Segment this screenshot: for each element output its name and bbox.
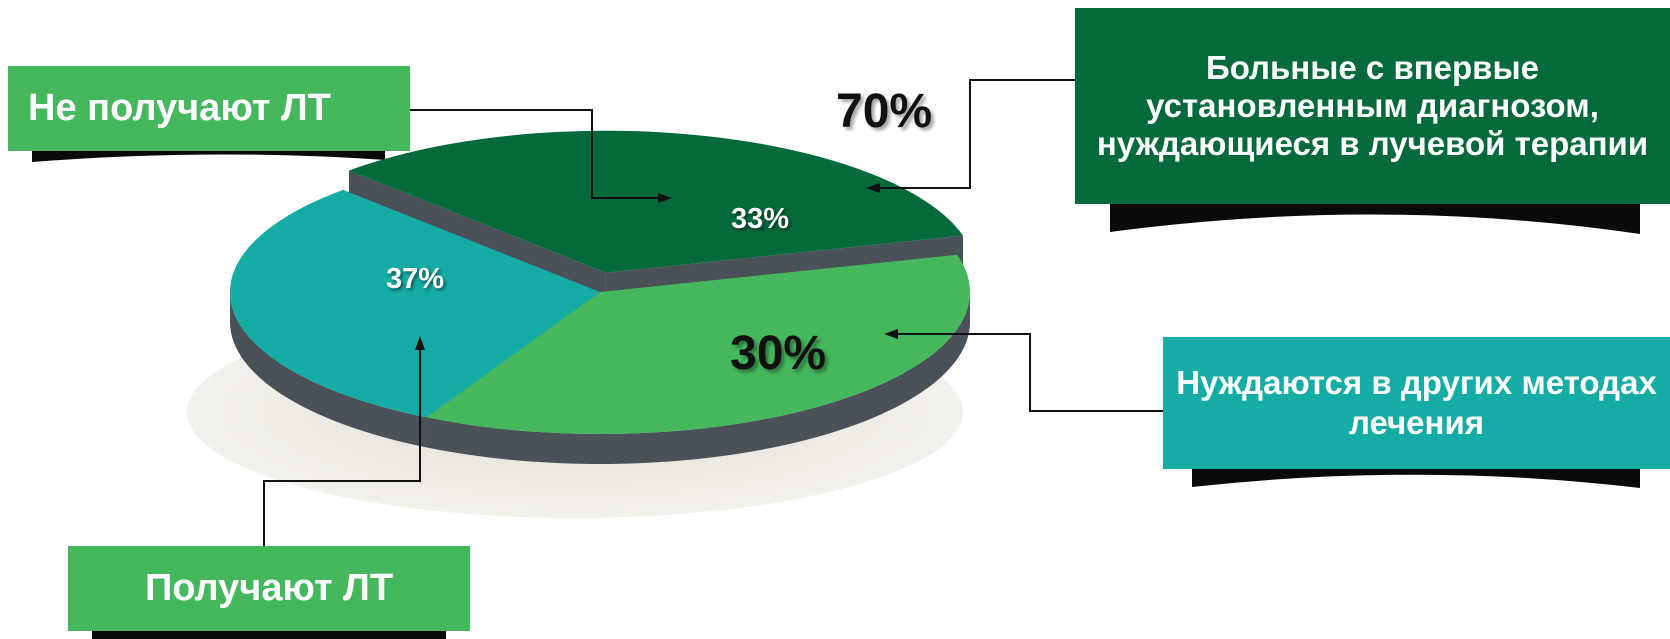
leader-line-new [866,79,1075,193]
slice-top-0 [348,130,964,273]
slice-top-1 [426,254,970,435]
callout-shadow-new [1110,200,1640,234]
leader-line-rt [263,336,425,546]
callout-shadow-other [1192,466,1640,488]
group-total-70: 70% [836,85,933,138]
callout-newly-diagnosed: Больные с впервые установленным диагнозо… [1075,8,1670,204]
slice-label-no-rt: 33% [731,203,790,235]
callout-rt: Получают ЛТ [68,546,470,631]
leader-line-other [884,329,1163,412]
callout-no-rt: Не получают ЛТ [8,66,410,151]
slice-top-2 [229,189,601,418]
slice-label-rt: 37% [386,263,445,295]
leader-line-no-rt [410,109,672,203]
callout-other-methods: Нуждаются в других методах лечения [1163,337,1670,469]
slice-label-other-methods: 30% [730,327,827,380]
